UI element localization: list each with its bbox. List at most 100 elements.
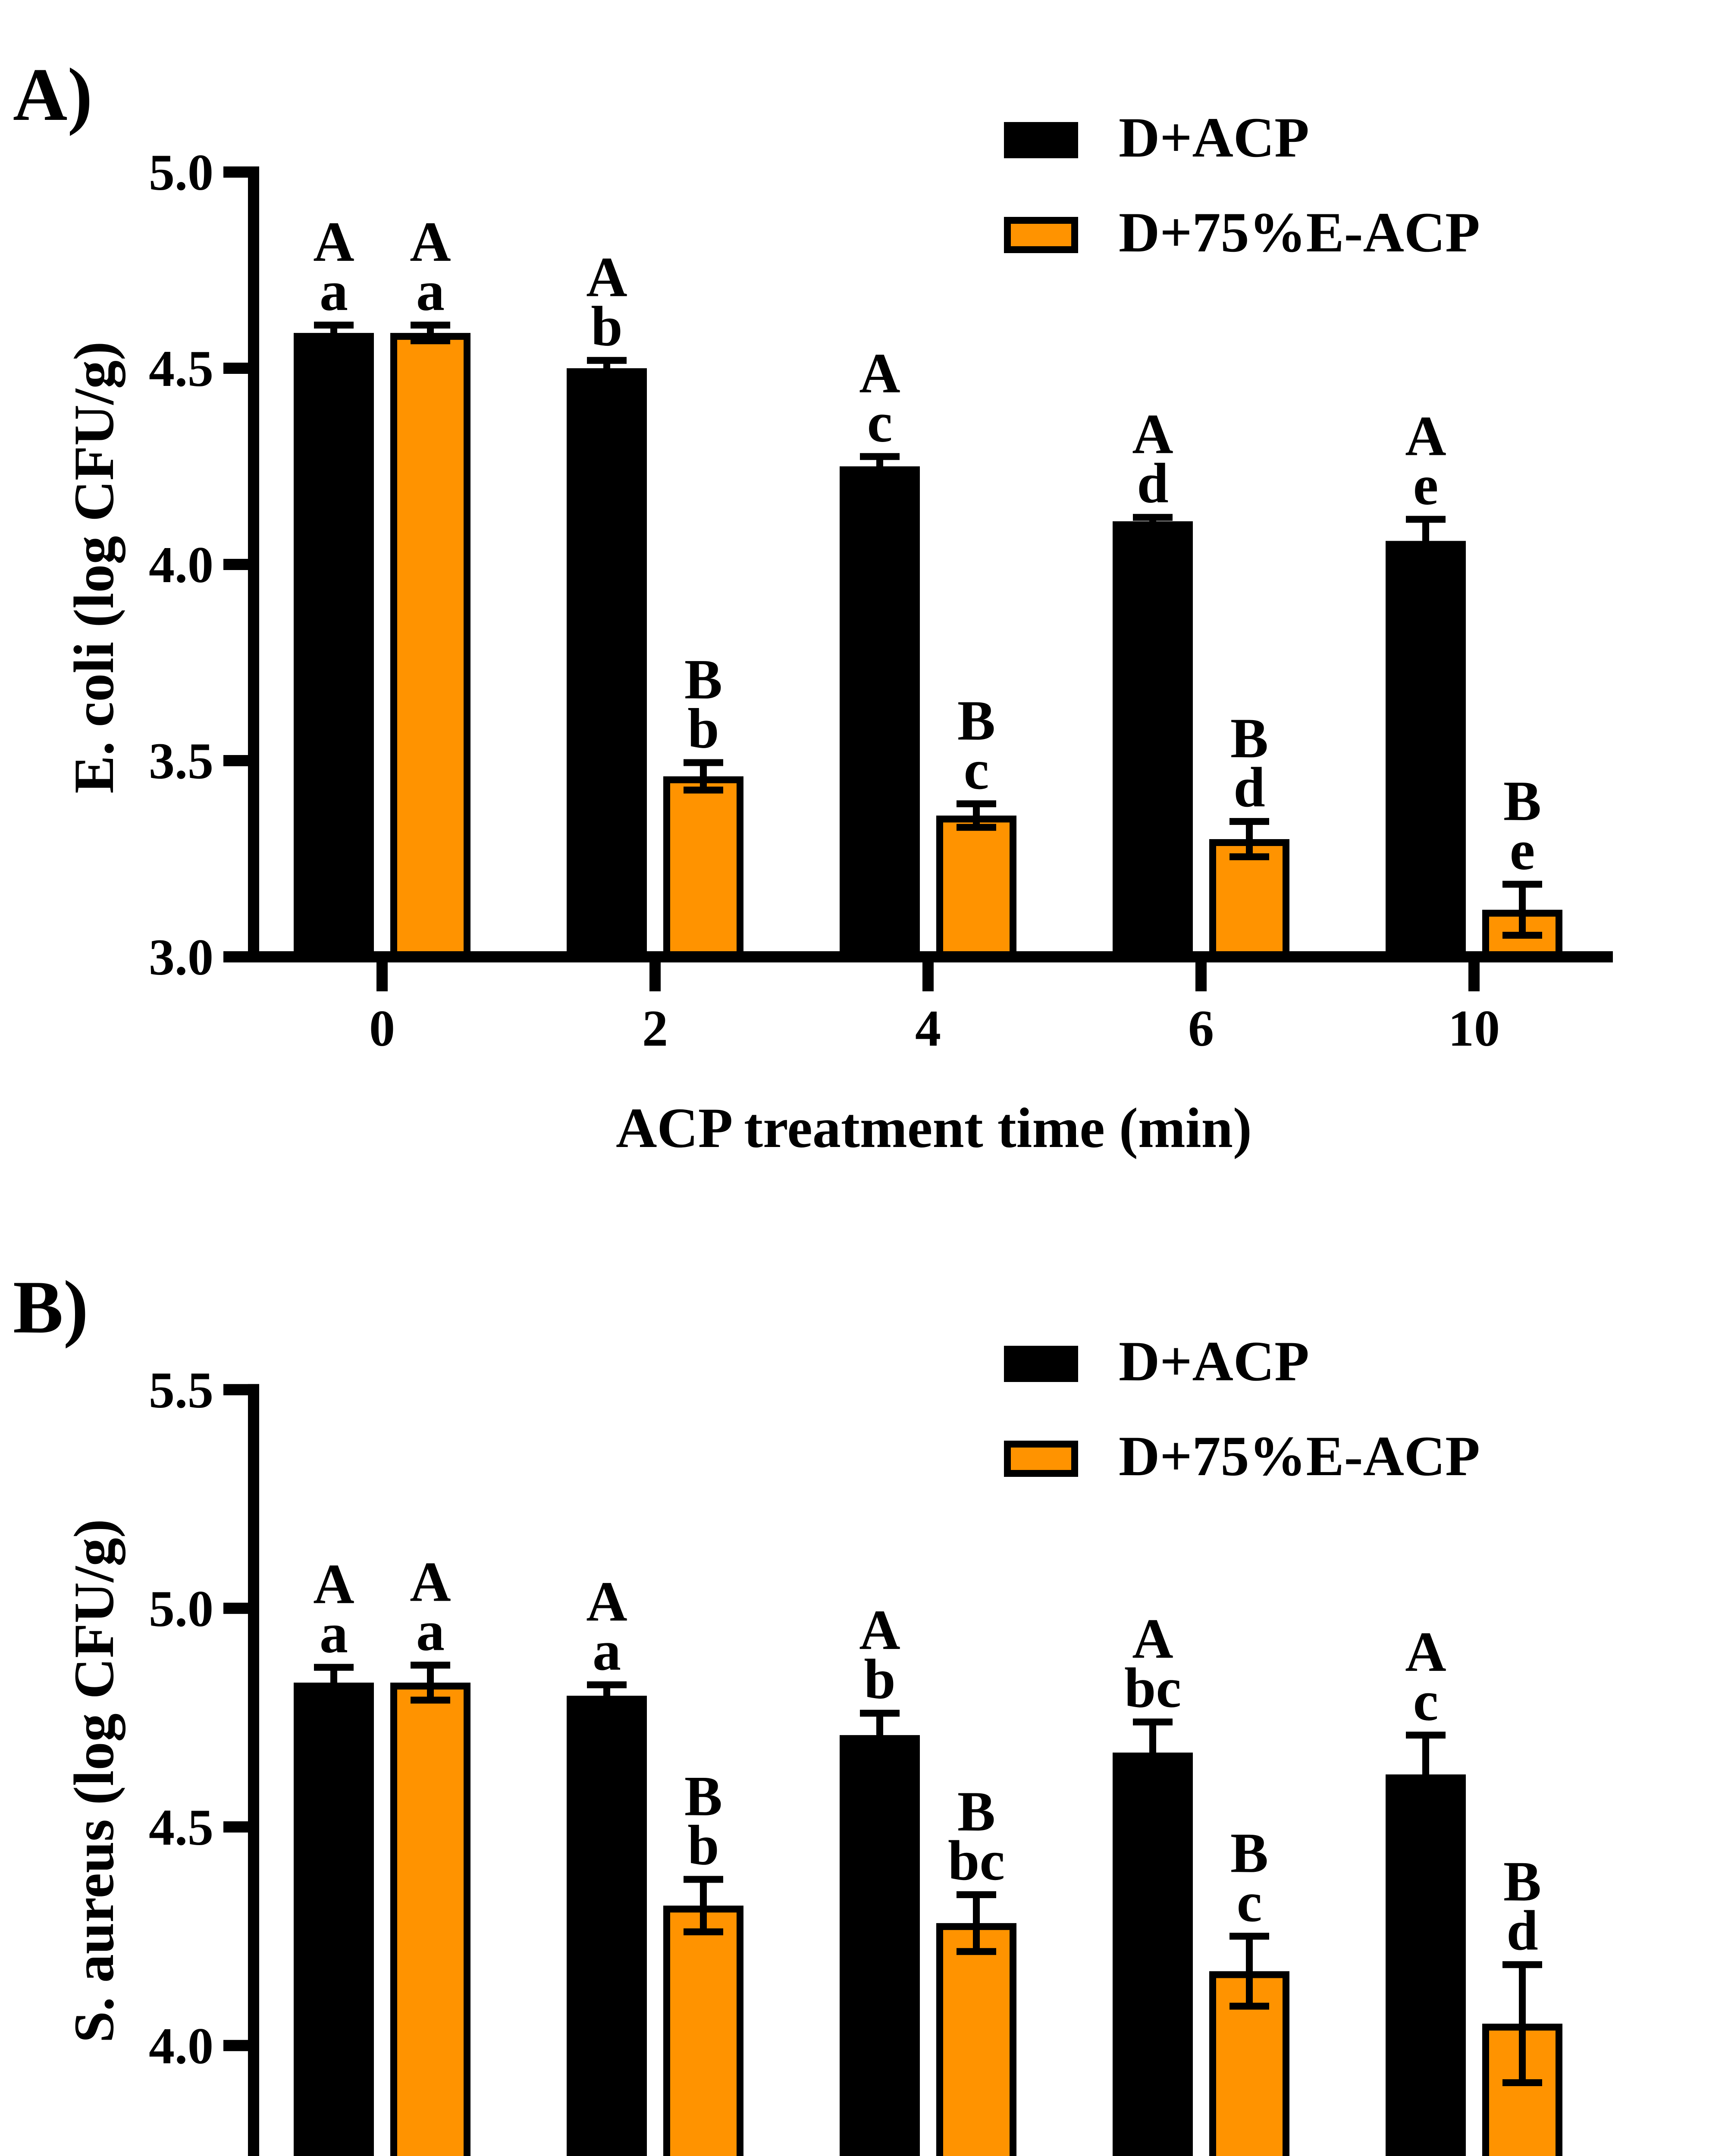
error-bar-cap-bottom [314,1694,354,1702]
panel-b-y-tick-5.0 [223,1602,259,1614]
panel-b-sig-letter-lower: bc [948,1829,1005,1892]
panel-a-sig-letter-lower: a [320,259,348,323]
error-bar-stem [700,762,707,790]
error-bar-stem [1422,519,1429,563]
panel-b-bar-d75eacp-4min [936,1923,1016,2156]
error-bar-stem [1246,821,1253,857]
panel-b-error-bar-0min-s0 [314,1664,354,1702]
panel-b-legend-label-0: D+ACP [1119,1329,1309,1393]
panel-a-sig-letter-lower: d [1137,451,1168,515]
panel-b-error-bar-4min-s1 [957,1891,996,1955]
error-bar-cap-top [684,759,723,766]
panel-b-sig-letter-upper: A [1405,1620,1446,1683]
panel-a-bar-d75eacp-0min [390,333,470,962]
panel-b-y-tick-label: 4.0 [149,2017,213,2075]
error-bar-cap-bottom [684,1928,723,1936]
panel-a-y-tick-label: 3.0 [149,928,213,986]
error-bar-cap-top [957,800,996,808]
panel-a-error-bar-4min-s1 [957,800,996,831]
panel-b-y-tick-label: 5.0 [149,1580,213,1637]
panel-b-sig-letter-upper: B [957,1780,995,1843]
panel-a-y-tick-4.0 [223,559,259,570]
error-bar-cap-bottom [1229,2002,1269,2010]
panel-a-x-tick-0 [376,957,388,991]
panel-a-x-tick-10 [1468,957,1480,991]
error-bar-stem [603,1685,610,1707]
panel-a-x-tick-label: 10 [1448,1000,1500,1057]
panel-b-y-tick-5.5 [223,1384,259,1395]
error-bar-stem [876,456,883,476]
panel-a-sig-letter-upper: A [410,210,451,273]
panel-a-x-tick-label: 2 [642,1000,668,1057]
panel-b-y-axis [248,1384,259,2156]
error-bar-cap-top [587,357,627,364]
panel-a-x-tick-label: 4 [915,1000,941,1057]
panel-b-y-tick-label: 4.5 [149,1799,213,1856]
panel-a-y-tick-5.0 [223,166,259,178]
error-bar-cap-top [1133,514,1173,521]
panel-b-sig-letter-lower: c [1413,1669,1439,1733]
panel-b-y-axis-title: S. aureus (log CFU/g) [62,1519,125,2043]
error-bar-stem [330,325,337,341]
panel-b-sig-letter-lower: a [416,1599,445,1663]
panel-b-sig-letter-upper: A [1132,1607,1173,1670]
error-bar-stem [427,1665,434,1700]
error-bar-cap-bottom [1502,2079,1542,2086]
error-bar-stem [973,1894,980,1952]
panel-b-sig-letter-lower: b [687,1813,719,1877]
panel-a-sig-letter-lower: a [416,259,445,323]
panel-b-sig-letter-upper: A [313,1552,354,1616]
error-bar-cap-bottom [860,473,900,480]
error-bar-cap-top [860,1710,900,1717]
error-bar-cap-bottom [411,1696,450,1704]
panel-a-bar-dacp-2min [567,368,647,962]
panel-a-sig-letter-lower: c [867,391,893,454]
error-bar-cap-top [1229,818,1269,825]
panel-a-bar-d75eacp-4min [936,815,1016,963]
panel-b-sig-letter-lower: b [864,1647,895,1711]
panel-a-sig-letter-lower: b [591,295,622,358]
error-bar-stem [1519,884,1526,935]
panel-a-y-tick-4.5 [223,363,259,374]
panel-a-x-tick-4 [922,957,934,991]
panel-a-sig-letter-upper: A [1405,404,1446,467]
panel-a-error-bar-0min-s1 [411,321,450,345]
panel-a-y-tick-label: 5.0 [149,144,213,201]
panel-b-sig-letter-lower: a [593,1619,621,1682]
error-bar-cap-top [411,321,450,329]
panel-a-x-tick-2 [649,957,661,991]
panel-b-sig-letter-upper: A [410,1550,451,1614]
panel-a-x-tick-6 [1195,957,1207,991]
error-bar-cap-top [1133,1718,1173,1726]
error-bar-stem [700,1879,707,1932]
error-bar-stem [876,1713,883,1757]
panel-b-error-bar-4min-s0 [860,1710,900,1761]
error-bar-cap-top [314,321,354,329]
panel-b-sig-letter-lower: a [320,1601,348,1665]
error-bar-cap-bottom [684,787,723,794]
panel-b-bar-dacp-2min [567,1695,647,2156]
panel-b-legend-swatch-1 [1004,1441,1078,1477]
panel-a-sig-letter-lower: e [1510,818,1535,882]
panel-b-y-tick-4.0 [223,2040,259,2051]
error-bar-cap-bottom [957,824,996,831]
panel-b-sig-letter-lower: c [1237,1870,1262,1934]
panel-b-error-bar-2min-s1 [684,1876,723,1936]
error-bar-cap-top [1502,1961,1542,1968]
error-bar-cap-top [314,1664,354,1671]
panel-a-sig-letter-upper: A [859,342,900,405]
error-bar-cap-bottom [587,1703,627,1710]
panel-b-legend-swatch-0 [1004,1346,1078,1382]
error-bar-cap-top [411,1661,450,1669]
panel-a-error-bar-2min-s1 [684,759,723,794]
error-bar-cap-bottom [1406,559,1446,566]
error-bar-cap-bottom [860,1753,900,1761]
panel-a-bar-dacp-6min [1113,521,1193,962]
panel-b-error-bar-6min-s1 [1229,1933,1269,2010]
panel-a-error-bar-6min-s1 [1229,818,1269,860]
error-bar-stem [1149,1722,1156,1783]
panel-a-legend-label-1: D+75%E-ACP [1119,201,1480,264]
